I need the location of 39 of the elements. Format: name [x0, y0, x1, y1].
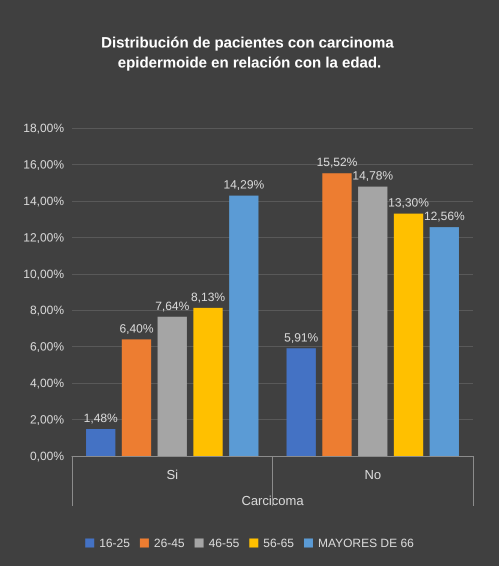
- legend-label: 26-45: [154, 536, 185, 550]
- y-tick-label: 6,00%: [30, 340, 64, 354]
- y-tick-label: 16,00%: [23, 157, 64, 172]
- bar: [430, 227, 459, 456]
- legend-label: MAYORES DE 66: [318, 536, 414, 550]
- y-tick-label: 0,00%: [30, 449, 64, 463]
- data-label: 15,52%: [316, 155, 358, 170]
- data-label: 8,13%: [191, 290, 226, 304]
- bar: [394, 214, 424, 456]
- legend-label: 56-65: [263, 536, 294, 550]
- data-label: 14,29%: [223, 178, 264, 192]
- bar: [358, 186, 388, 456]
- bar: [122, 339, 152, 456]
- bar: [286, 348, 316, 456]
- y-tick-label: 4,00%: [30, 376, 64, 390]
- bar: [322, 173, 352, 456]
- data-label: 12,56%: [424, 209, 465, 224]
- data-label: 1,48%: [84, 411, 118, 426]
- legend-label: 46-55: [208, 536, 240, 550]
- y-tick-label: 14,00%: [23, 194, 64, 208]
- bar: [193, 308, 223, 456]
- y-tick-label: 8,00%: [30, 303, 64, 318]
- data-label: 5,91%: [284, 330, 319, 344]
- x-tick-label: Si: [166, 467, 178, 482]
- x-axis-title: Carcicoma: [241, 493, 304, 508]
- data-label: 13,30%: [388, 196, 430, 210]
- data-label: 7,64%: [155, 298, 190, 313]
- y-tick-label: 10,00%: [23, 266, 64, 281]
- bar: [86, 429, 116, 456]
- bar: [158, 316, 187, 456]
- legend-label: 16-25: [99, 536, 130, 550]
- x-tick-label: No: [364, 467, 382, 482]
- bar: [229, 196, 258, 456]
- y-tick-label: 18,00%: [23, 121, 64, 135]
- data-label: 6,40%: [119, 321, 154, 336]
- data-label: 14,78%: [352, 168, 394, 183]
- y-tick-label: 2,00%: [30, 412, 64, 427]
- chart-title: Distribución de pacientes con carcinoma epidermoide en relación con la edad.: [101, 34, 398, 72]
- y-tick-label: 12,00%: [23, 230, 64, 244]
